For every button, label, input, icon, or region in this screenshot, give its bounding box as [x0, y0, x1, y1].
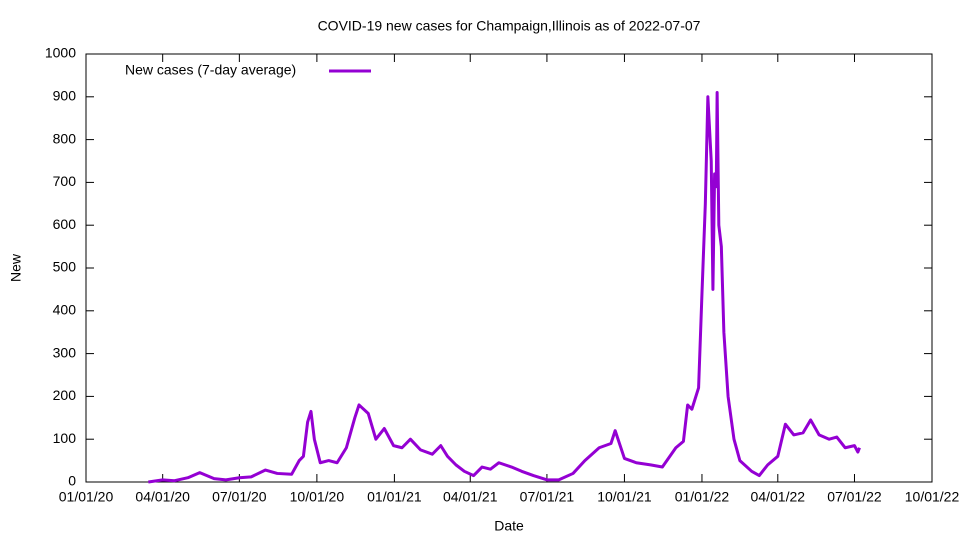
x-tick-label: 01/01/21 — [367, 489, 422, 505]
y-tick-label: 0 — [68, 473, 76, 489]
plot-frame — [85, 53, 933, 483]
y-tick-label: 800 — [53, 130, 77, 146]
x-tick-label: 10/01/20 — [290, 489, 345, 505]
x-tick-label: 10/01/22 — [905, 489, 960, 505]
y-tick-label: 500 — [53, 259, 77, 275]
x-tick-label: 04/01/22 — [751, 489, 806, 505]
chart-title: COVID-19 new cases for Champaign,Illinoi… — [318, 18, 701, 34]
y-tick-label: 700 — [53, 173, 77, 189]
x-tick-label: 01/01/20 — [59, 489, 114, 505]
y-tick-label: 200 — [53, 387, 77, 403]
x-tick-label: 07/01/20 — [212, 489, 267, 505]
y-tick-label: 600 — [53, 216, 77, 232]
y-tick-label: 100 — [53, 430, 77, 446]
y-tick-label: 900 — [53, 88, 77, 104]
x-axis-label: Date — [494, 518, 524, 534]
x-tick-label: 07/01/22 — [827, 489, 882, 505]
y-tick-label: 1000 — [45, 45, 76, 61]
series-line — [148, 91, 861, 484]
y-axis-label: New — [8, 253, 24, 282]
x-tick-label: 07/01/21 — [520, 489, 575, 505]
x-tick-label: 04/01/20 — [135, 489, 190, 505]
x-tick-label: 01/01/22 — [675, 489, 730, 505]
y-tick-label: 400 — [53, 302, 77, 318]
x-tick-label: 04/01/21 — [443, 489, 498, 505]
legend-label: New cases (7-day average) — [125, 62, 296, 78]
x-tick-label: 10/01/21 — [597, 489, 652, 505]
y-tick-label: 300 — [53, 344, 77, 360]
